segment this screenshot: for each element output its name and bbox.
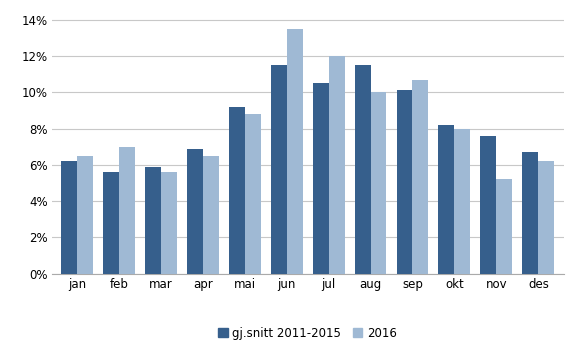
Bar	[61, 161, 77, 274]
Bar	[77, 156, 93, 274]
Bar	[397, 91, 412, 274]
Bar	[287, 29, 302, 274]
Bar	[119, 147, 135, 274]
Bar	[161, 172, 177, 274]
Legend: gj.snitt 2011-2015, 2016: gj.snitt 2011-2015, 2016	[213, 322, 402, 344]
Bar	[439, 125, 454, 274]
Bar	[523, 152, 538, 274]
Bar	[229, 107, 245, 274]
Bar	[496, 179, 512, 274]
Bar	[103, 172, 119, 274]
Bar	[454, 128, 470, 274]
Bar	[145, 167, 161, 274]
Bar	[370, 92, 386, 274]
Bar	[328, 56, 344, 274]
Bar	[245, 114, 260, 274]
Bar	[187, 148, 203, 274]
Bar	[203, 156, 218, 274]
Bar	[538, 161, 554, 274]
Bar	[481, 136, 496, 274]
Bar	[313, 83, 328, 274]
Bar	[271, 65, 287, 274]
Bar	[412, 80, 428, 274]
Bar	[355, 65, 370, 274]
